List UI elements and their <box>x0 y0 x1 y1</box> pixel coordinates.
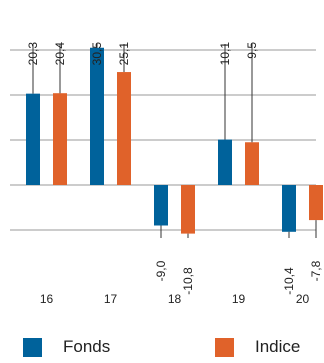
bar-fonds-18 <box>154 185 168 226</box>
bar-fonds-19 <box>218 140 232 185</box>
legend-swatch-fonds <box>23 338 42 357</box>
x-tick-label-16: 16 <box>40 292 54 306</box>
x-tick-label-20: 20 <box>296 292 310 306</box>
bar-indice-19 <box>245 142 259 185</box>
data-label-fonds-18: -9,0 <box>154 260 168 281</box>
data-label-indice-19: 9,5 <box>245 42 259 59</box>
bar-indice-20 <box>309 185 323 220</box>
bar-indice-18 <box>181 185 195 234</box>
legend-label-fonds: Fonds <box>63 337 110 357</box>
bar-fonds-17 <box>90 48 104 185</box>
data-label-fonds-20: -10,4 <box>282 267 296 295</box>
data-label-fonds-19: 10,1 <box>218 42 232 66</box>
legend-label-indice: Indice <box>255 337 300 357</box>
data-label-indice-16: 20,4 <box>53 42 67 66</box>
bar-indice-17 <box>117 72 131 185</box>
bar-chart: 20,3 20,4 16 30,5 25,1 17 -9,0 -10,818 10,1 9,5 19… <box>0 0 324 330</box>
x-tick-label-18: 18 <box>168 292 182 306</box>
x-tick-label-17: 17 <box>104 292 118 306</box>
legend-swatch-indice <box>215 338 234 357</box>
bar-indice-16 <box>53 93 67 185</box>
data-label-indice-20: -7,8 <box>309 260 323 281</box>
data-label-fonds-17: 30,5 <box>90 42 104 66</box>
data-label-fonds-16: 20,3 <box>26 42 40 66</box>
data-label-indice-18: -10,8 <box>181 267 195 295</box>
data-label-indice-17: 25,1 <box>117 42 131 66</box>
x-tick-label-19: 19 <box>232 292 246 306</box>
bar-fonds-16 <box>26 94 40 185</box>
legend-indice: Indice <box>215 334 300 360</box>
bar-fonds-20 <box>282 185 296 232</box>
legend-fonds: Fonds <box>23 334 110 360</box>
